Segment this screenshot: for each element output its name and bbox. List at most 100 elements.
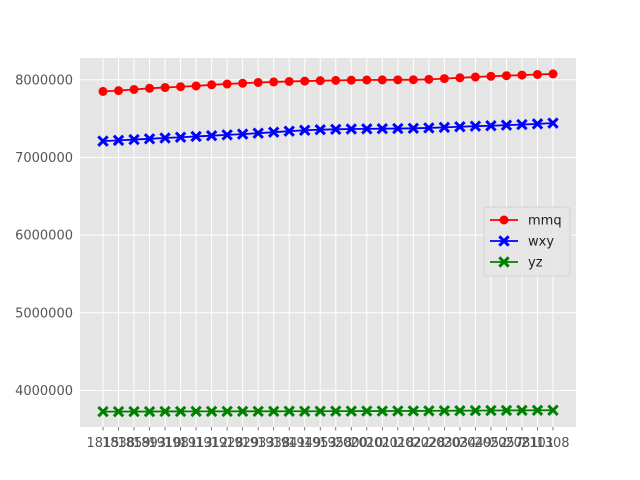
data-point: [424, 74, 434, 84]
data-point: [98, 86, 108, 96]
data-point: [423, 405, 435, 417]
data-point: [548, 69, 558, 79]
legend: mmq wxy yz: [483, 206, 571, 277]
data-point: [439, 74, 449, 84]
data-point: [222, 79, 232, 89]
data-point: [532, 69, 542, 79]
data-point: [470, 72, 480, 82]
data-point: [486, 71, 496, 81]
data-point: [376, 405, 389, 417]
x-tick-label: 1933: [242, 436, 275, 451]
series-line: [103, 409, 554, 413]
x-tick-label: 2034: [443, 436, 476, 451]
axes: 4000000500000060000007000000800000018151…: [15, 73, 569, 451]
x-tick-label: 2057: [490, 436, 523, 451]
data-point: [97, 135, 109, 147]
data-point: [454, 404, 466, 417]
x-tick-label: 1893: [133, 436, 166, 451]
x-tick-label: 1941: [273, 436, 306, 451]
data-point: [500, 119, 513, 131]
x-tick-label: 2011: [366, 436, 399, 451]
series-yz: [97, 404, 559, 418]
data-point: [112, 134, 125, 147]
data-point: [346, 75, 356, 85]
data-point: [330, 123, 342, 136]
data-point: [129, 84, 139, 94]
x-tick-label: 1981: [164, 436, 197, 451]
data-point: [485, 404, 497, 417]
data-point: [283, 125, 295, 137]
y-tick-label: 7000000: [15, 151, 73, 166]
data-point: [392, 405, 404, 417]
data-point: [221, 405, 233, 418]
data-point: [299, 124, 311, 136]
data-point: [423, 122, 435, 134]
y-tick-label: 6000000: [15, 229, 73, 244]
series-wxy: [97, 117, 559, 147]
data-point: [531, 118, 544, 130]
x-tick-label: 2030: [428, 436, 461, 451]
data-point: [314, 405, 326, 417]
data-point: [393, 75, 403, 85]
x-tick-label: 1912: [195, 436, 228, 451]
data-point: [547, 404, 559, 416]
x-tick-label: 1308: [536, 436, 569, 451]
data-point: [362, 75, 372, 85]
data-point: [176, 82, 186, 92]
x-tick-label: 1949: [288, 436, 321, 451]
data-point: [190, 130, 202, 143]
data-point: [145, 83, 155, 93]
data-point: [159, 132, 171, 144]
data-point: [455, 73, 465, 83]
x-tick-label: 2101: [521, 436, 554, 451]
data-point: [236, 128, 249, 140]
data-point: [408, 75, 418, 85]
data-point: [190, 405, 202, 418]
data-point: [407, 122, 420, 135]
data-point: [284, 76, 294, 86]
data-point: [454, 121, 466, 133]
data-point: [114, 86, 124, 96]
data-point: [469, 404, 482, 417]
data-point: [438, 405, 451, 417]
data-point: [191, 81, 201, 91]
data-point: [376, 122, 389, 135]
data-point: [547, 117, 559, 129]
data-point: [252, 127, 264, 139]
x-tick-label: 1859: [117, 436, 150, 451]
x-tick-label: 1815: [86, 436, 119, 451]
series-layer: [97, 69, 559, 418]
data-point: [438, 121, 451, 134]
data-point: [283, 405, 295, 417]
legend-label: yz: [528, 256, 543, 271]
x-tick-label: 2028: [412, 436, 445, 451]
data-point: [128, 133, 140, 146]
x-tick-label: 1929: [226, 436, 259, 451]
x-tick-label: 2022: [397, 436, 430, 451]
legend-marker: [498, 235, 510, 247]
data-point: [501, 71, 511, 81]
data-point: [330, 405, 342, 417]
data-point: [97, 405, 109, 418]
data-point: [345, 123, 357, 135]
data-point: [267, 405, 280, 418]
data-point: [267, 126, 280, 138]
data-point: [361, 405, 373, 417]
data-point: [207, 80, 217, 90]
data-point: [517, 70, 527, 80]
y-tick-label: 5000000: [15, 306, 73, 321]
data-point: [253, 77, 263, 87]
data-point: [299, 405, 311, 417]
data-point: [500, 404, 513, 417]
data-point: [159, 405, 171, 418]
data-point: [314, 123, 326, 136]
data-point: [174, 405, 187, 418]
data-point: [174, 131, 187, 143]
data-point: [128, 405, 140, 418]
x-tick-label: 1838: [102, 436, 135, 451]
data-point: [160, 83, 170, 93]
data-point: [205, 405, 218, 418]
y-tick-label: 4000000: [15, 384, 73, 399]
data-point: [392, 122, 404, 135]
